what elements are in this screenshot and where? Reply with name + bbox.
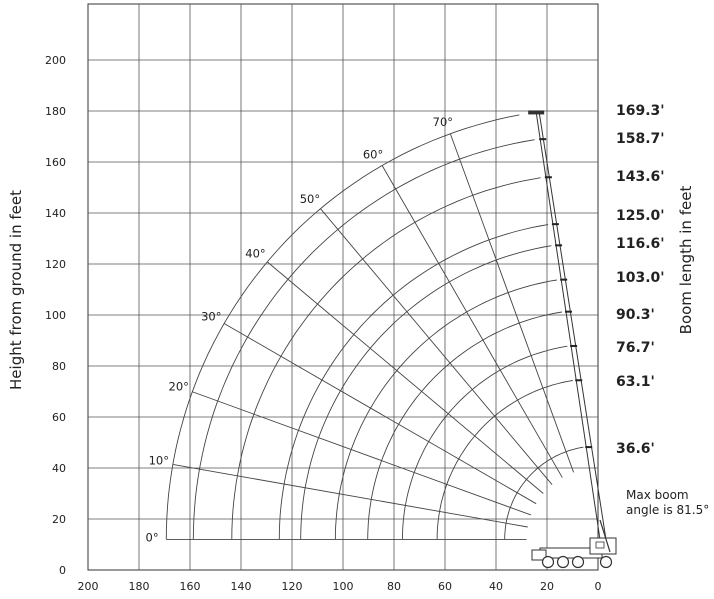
boom-length-label: 90.3' (616, 307, 655, 323)
x-tick-label: 20 (540, 580, 554, 593)
y-tick-label: 100 (45, 309, 66, 322)
x-tick-label: 180 (129, 580, 150, 593)
boom-outline-right (538, 112, 607, 540)
boom-angle-ray (449, 133, 575, 473)
boom-radius-arc (436, 380, 573, 540)
crane-wheel (541, 555, 555, 569)
boom-radius-arc (278, 224, 549, 540)
angle-label: 70° (433, 115, 453, 129)
max-boom-note: Max boom angle is 81.5° (626, 488, 709, 518)
x-tick-label: 120 (282, 580, 303, 593)
boom-axis-label-container: Boom length in feet (672, 150, 700, 370)
x-tick-label: 160 (180, 580, 201, 593)
y-tick-label: 40 (52, 462, 66, 475)
boom-angle-ray (192, 391, 532, 516)
max-boom-note-line2: angle is 81.5° (626, 503, 710, 517)
y-tick-label: 200 (45, 54, 66, 67)
boom-angle-ray (320, 208, 553, 485)
boom-radius-arc (401, 345, 568, 540)
angle-label: 40° (245, 246, 265, 260)
y-tick-label: 180 (45, 105, 66, 118)
angle-label: 0° (146, 530, 159, 544)
boom-length-label: 169.3' (616, 103, 665, 119)
crane-cab-window (595, 541, 605, 549)
boom-head (528, 110, 545, 115)
x-tick-label: 60 (438, 580, 452, 593)
boom-length-label: 143.6' (616, 169, 665, 185)
y-tick-label: 60 (52, 411, 66, 424)
x-tick-label: 140 (231, 580, 252, 593)
boom-outline-left (535, 112, 601, 540)
x-tick-label: 80 (387, 580, 401, 593)
boom-angle-ray (266, 261, 544, 494)
x-tick-label: 40 (489, 580, 503, 593)
y-tick-label: 0 (59, 564, 66, 577)
boom-angle-ray (381, 165, 563, 478)
boom-length-label: 116.6' (616, 236, 665, 252)
angle-label: 30° (201, 309, 221, 323)
boom-radius-arc (231, 177, 541, 540)
boom-angle-ray (172, 463, 528, 528)
boom-radius-arc (367, 311, 563, 540)
crane-wheel (556, 555, 570, 569)
angle-label: 50° (300, 192, 320, 206)
crane-wheel (599, 555, 613, 569)
x-tick-label: 200 (78, 580, 99, 593)
boom-radius-arc (165, 114, 520, 540)
boom-radius-arc (334, 279, 557, 540)
y-axis-label-container: Height from ground in feet (2, 140, 30, 440)
boom-length-label: 103.0' (616, 270, 665, 286)
y-tick-label: 20 (52, 513, 66, 526)
max-boom-note-line1: Max boom (626, 488, 689, 502)
x-tick-label: 0 (595, 580, 602, 593)
boom-length-label: 158.7' (616, 131, 665, 147)
y-tick-label: 140 (45, 207, 66, 220)
boom-length-label: 125.0' (616, 208, 665, 224)
angle-label: 20° (169, 379, 189, 393)
y-tick-label: 160 (45, 156, 66, 169)
boom-radius-arc (300, 245, 552, 540)
boom-angle-ray (223, 323, 537, 505)
boom-radius-arc (192, 139, 535, 540)
y-tick-label: 120 (45, 258, 66, 271)
boom-length-label: 36.6' (616, 441, 655, 457)
boom-length-label: 76.7' (616, 340, 655, 356)
boom-length-label: 63.1' (616, 374, 655, 390)
crane-boom-base (599, 519, 611, 553)
y-axis-label: Height from ground in feet (7, 190, 25, 390)
angle-label: 10° (149, 454, 169, 468)
crane-counterweight (531, 549, 547, 561)
y-tick-label: 80 (52, 360, 66, 373)
boom-length-axis-label: Boom length in feet (677, 185, 695, 335)
x-tick-label: 100 (333, 580, 354, 593)
boom-radius-arc (504, 446, 584, 540)
crane-wheel (571, 555, 585, 569)
angle-label: 60° (363, 148, 383, 162)
